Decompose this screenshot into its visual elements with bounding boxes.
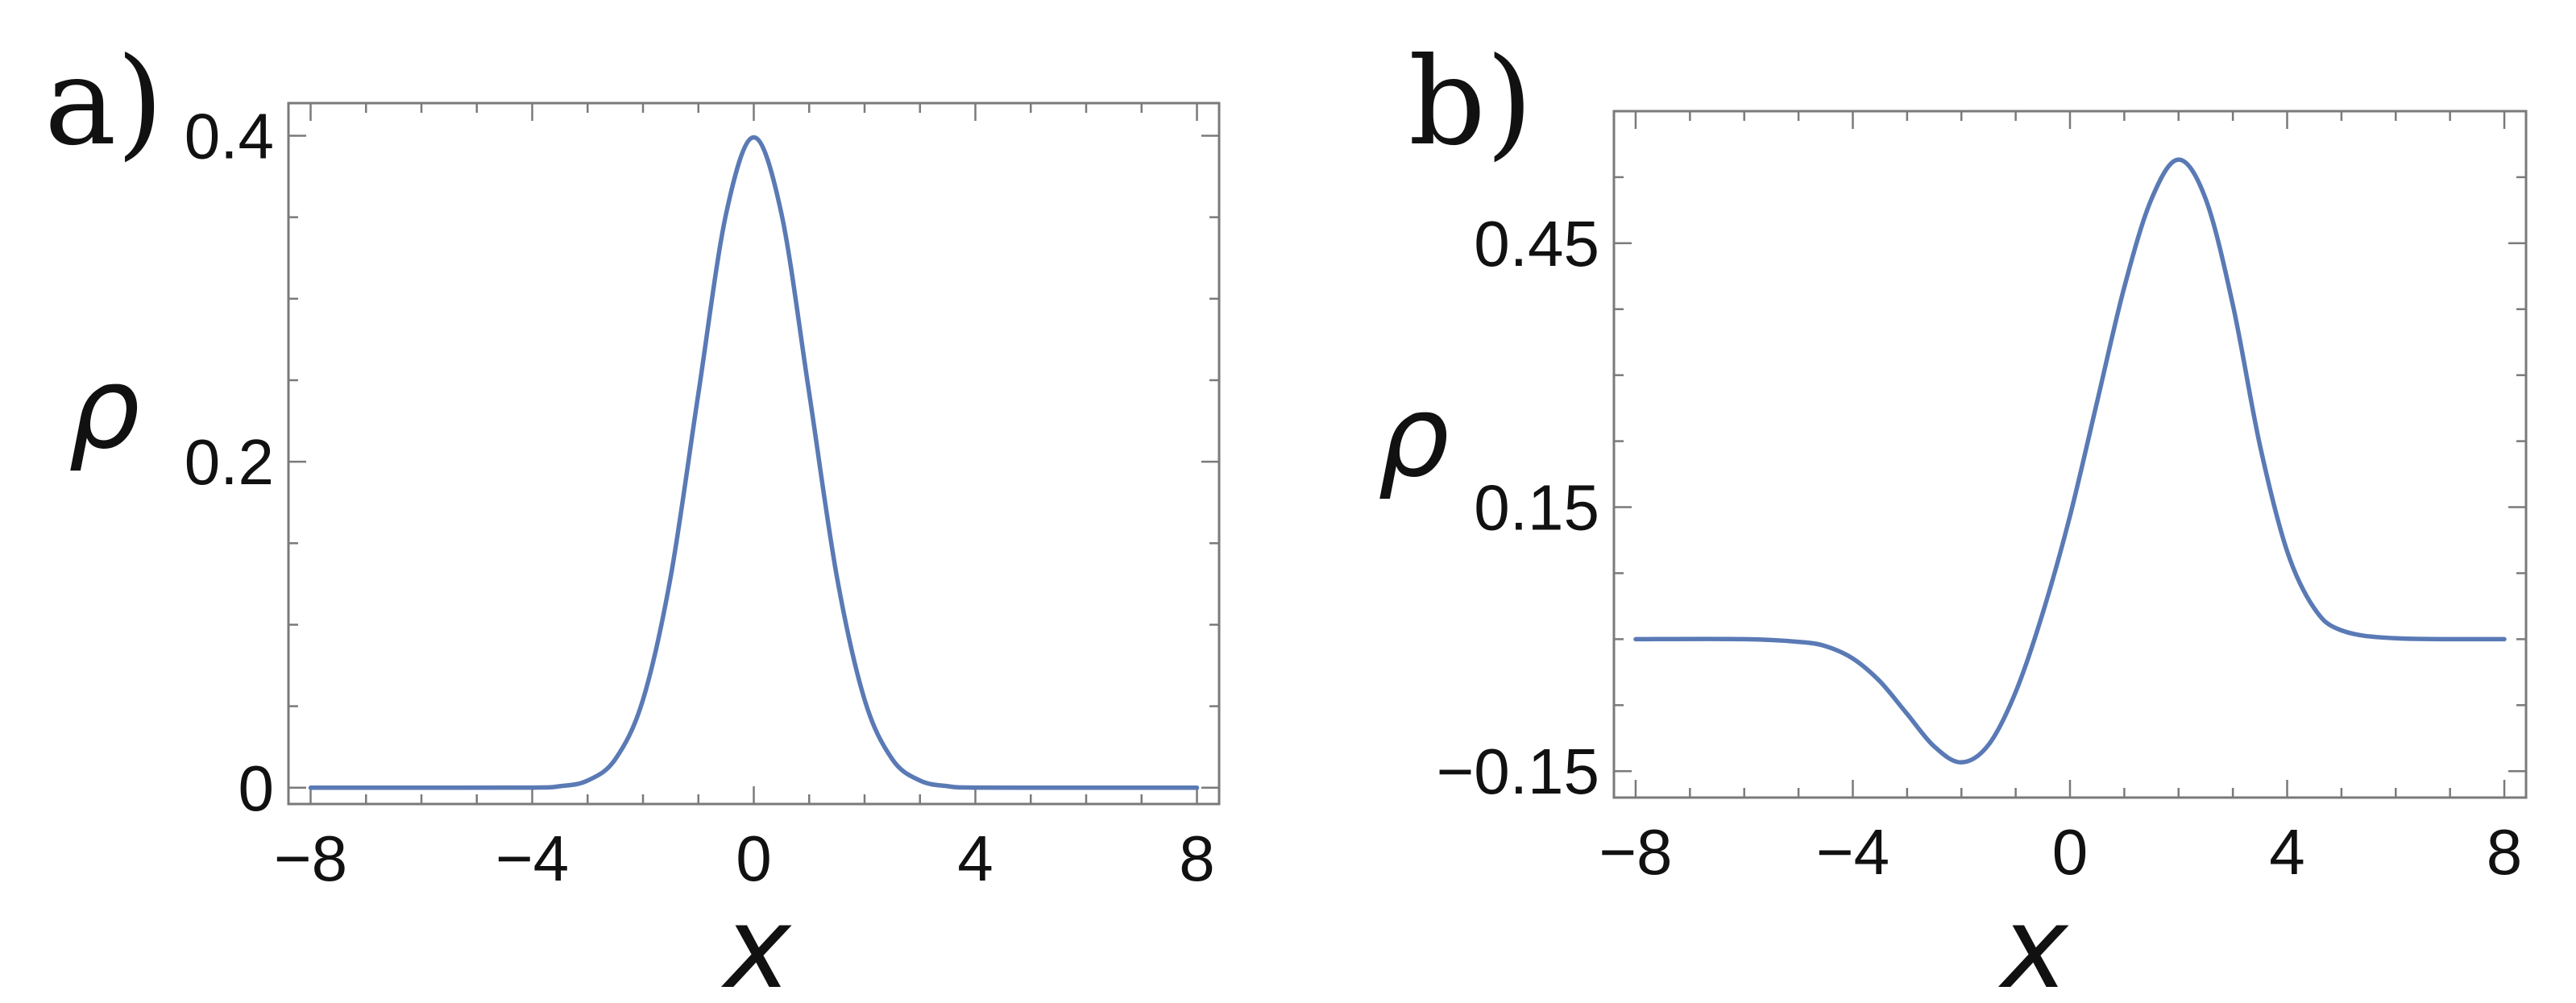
x-tick-label: 4: [2269, 816, 2305, 888]
x-tick-label: −4: [1816, 816, 1889, 888]
x-tick-label: 0: [2052, 816, 2089, 888]
panel-a-tick-labels: −8 −4 0 4 8 0 0.2 0.4: [185, 100, 1215, 894]
x-tick-label: 4: [957, 823, 993, 894]
panel-b-x-axis-label: x: [1998, 883, 2070, 1003]
panel-b-density-curve: [1633, 157, 2507, 765]
panel-a-y-axis-label: ρ: [68, 343, 140, 475]
panel-b-y-axis-label: ρ: [1378, 371, 1450, 503]
panel-b-tick-labels: −8 −4 0 4 8 −0.15 0.15 0.45: [1437, 208, 2523, 888]
panel-a: a) ρ x −8 −4 0 4 8 0 0.2 0.4: [44, 32, 1221, 1003]
panel-b-ticks: [1614, 110, 2526, 798]
panel-a-x-axis-label: x: [721, 883, 793, 1003]
y-tick-label: 0.45: [1474, 208, 1599, 280]
x-tick-label: −4: [496, 823, 569, 894]
x-tick-label: 0: [736, 823, 772, 894]
x-tick-label: 8: [1179, 823, 1215, 894]
panel-b: b) ρ x −8 −4 0 4 8 −0.15 0.15 0.45: [1378, 32, 2528, 1003]
y-tick-label: 0.2: [185, 426, 274, 498]
x-tick-label: 8: [2487, 816, 2523, 888]
y-tick-label: 0.15: [1474, 472, 1599, 544]
y-tick-label: −0.15: [1437, 736, 1599, 807]
x-tick-label: −8: [1599, 816, 1672, 888]
y-tick-label: 0.4: [185, 100, 274, 172]
panel-a-density-curve: [308, 135, 1200, 790]
y-tick-label: 0: [239, 752, 275, 824]
x-tick-label: −8: [274, 823, 347, 894]
panel-a-label: a): [44, 32, 164, 172]
panel-b-label: b): [1408, 32, 1533, 172]
